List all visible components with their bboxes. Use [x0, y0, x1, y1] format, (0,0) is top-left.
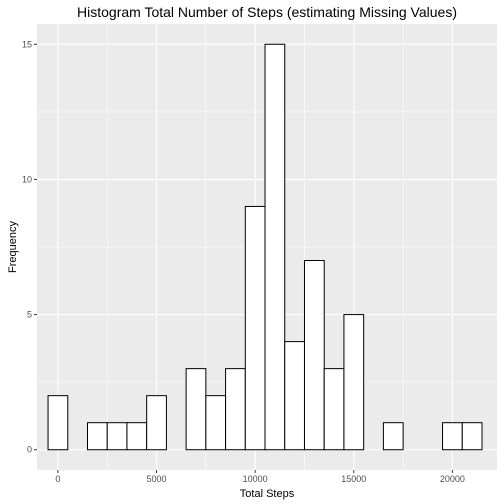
histogram-bar	[284, 341, 305, 451]
histogram-bar	[303, 260, 325, 451]
y-tick-label: 5	[27, 310, 32, 320]
histogram-bars	[47, 43, 483, 451]
x-tick-label: 15000	[341, 474, 366, 484]
histogram-bar	[343, 314, 365, 451]
histogram-bar	[185, 368, 207, 451]
x-tick-label: 0	[55, 474, 60, 484]
histogram-bar	[146, 395, 167, 451]
y-axis-ticks: 0 5 10 15	[22, 39, 37, 455]
histogram-bar	[126, 422, 148, 451]
histogram-bar	[323, 368, 345, 451]
y-tick-label: 10	[22, 174, 32, 184]
histogram-bar	[382, 422, 404, 451]
x-tick-label: 5000	[147, 474, 167, 484]
chart-title: Histogram Total Number of Steps (estimat…	[77, 4, 457, 20]
histogram-bar	[244, 205, 266, 451]
histogram-bar	[205, 395, 227, 451]
x-tick-label: 10000	[243, 474, 268, 484]
histogram-bar	[264, 43, 286, 451]
histogram-bar	[47, 395, 69, 451]
x-axis-ticks: 0 5000 10000 15000 20000	[55, 470, 465, 484]
histogram-bar	[442, 422, 463, 451]
histogram-bar	[225, 368, 246, 451]
x-axis-title: Total Steps	[240, 488, 295, 500]
histogram-bar	[461, 422, 483, 451]
y-tick-label: 0	[27, 445, 32, 455]
x-tick-label: 20000	[440, 474, 465, 484]
histogram-bar	[106, 422, 128, 451]
y-axis-title: Frequency	[7, 221, 19, 273]
y-tick-label: 15	[22, 39, 32, 49]
histogram-bar	[86, 422, 108, 451]
